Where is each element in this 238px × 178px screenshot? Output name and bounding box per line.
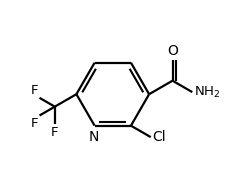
Text: F: F: [51, 126, 59, 139]
Text: O: O: [167, 44, 178, 58]
Text: Cl: Cl: [152, 130, 165, 144]
Text: F: F: [31, 84, 39, 97]
Text: F: F: [31, 117, 39, 130]
Text: N: N: [88, 130, 99, 144]
Text: NH$_2$: NH$_2$: [193, 85, 220, 100]
